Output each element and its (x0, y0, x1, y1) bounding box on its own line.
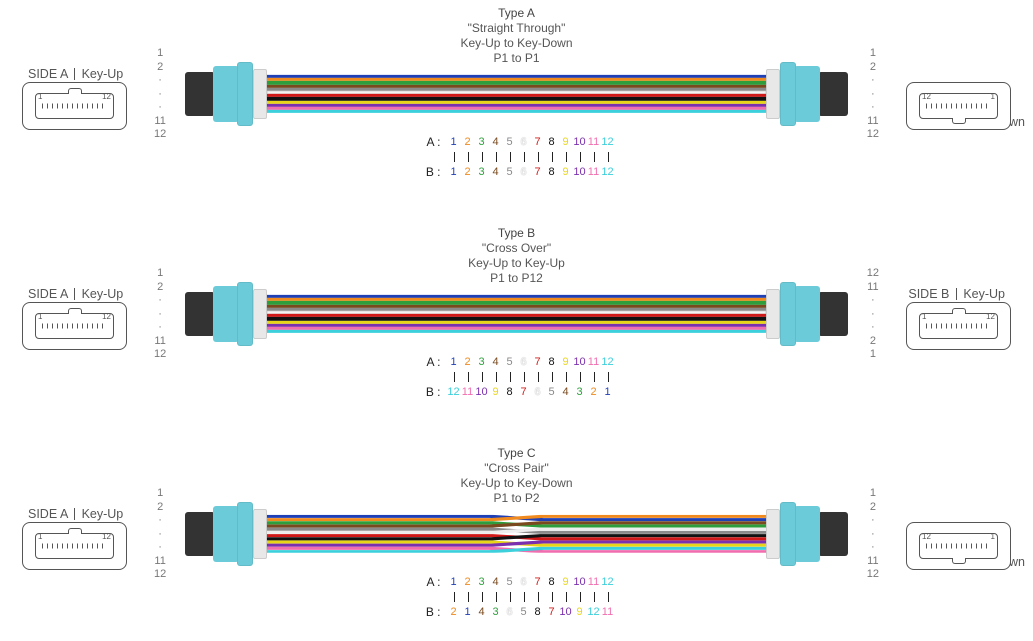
fiber-bundle (267, 75, 766, 113)
side-a-label: SIDE A Key-Up (28, 287, 123, 301)
mpo-connector-b: 121 (906, 82, 1011, 130)
pin-map: A :123456789101112B :214365871091211 (0, 574, 1033, 619)
type-subtitle: "Cross Pair" (0, 461, 1033, 476)
right-position-numbers: 12···1112 (867, 47, 879, 142)
left-position-numbers: 12···1112 (154, 47, 166, 142)
side-a-label: SIDE A Key-Up (28, 507, 123, 521)
cable-plug-left (185, 506, 280, 562)
side-b-label: SIDE B Key-Up (908, 287, 1005, 301)
mpo-connector-b: 112 (906, 302, 1011, 350)
right-position-numbers: 1211···21 (867, 267, 879, 362)
cable-assembly (185, 506, 848, 562)
left-position-numbers: 12···1112 (154, 267, 166, 362)
pin-map: A :123456789101112B :123456789101112 (0, 134, 1033, 179)
pin-map: A :123456789101112B :121110987654321 (0, 354, 1033, 399)
side-a-label: SIDE A Key-Up (28, 67, 123, 81)
mpo-connector-a: 112 (22, 82, 127, 130)
cable-plug-left (185, 286, 280, 342)
cable-assembly (185, 66, 848, 122)
cable-assembly (185, 286, 848, 342)
right-position-numbers: 12···1112 (867, 487, 879, 582)
cable-plug-left (185, 66, 280, 122)
cable-plug-right (753, 66, 848, 122)
type-a: Type A"Straight Through"Key-Up to Key-Do… (0, 0, 1033, 200)
fiber-bundle (267, 295, 766, 333)
left-position-numbers: 12···1112 (154, 487, 166, 582)
type-title: Type B (0, 226, 1033, 241)
type-title: Type C (0, 446, 1033, 461)
type-subtitle: "Cross Over" (0, 241, 1033, 256)
fiber-bundle-crosspair (267, 515, 766, 553)
mpo-connector-b: 121 (906, 522, 1011, 570)
type-b: Type B"Cross Over"Key-Up to Key-UpP1 to … (0, 220, 1033, 420)
cable-plug-right (753, 286, 848, 342)
type-c: Type C"Cross Pair"Key-Up to Key-DownP1 t… (0, 440, 1033, 640)
cable-plug-right (753, 506, 848, 562)
mpo-connector-a: 112 (22, 302, 127, 350)
mpo-connector-a: 112 (22, 522, 127, 570)
type-title: Type A (0, 6, 1033, 21)
type-subtitle: "Straight Through" (0, 21, 1033, 36)
